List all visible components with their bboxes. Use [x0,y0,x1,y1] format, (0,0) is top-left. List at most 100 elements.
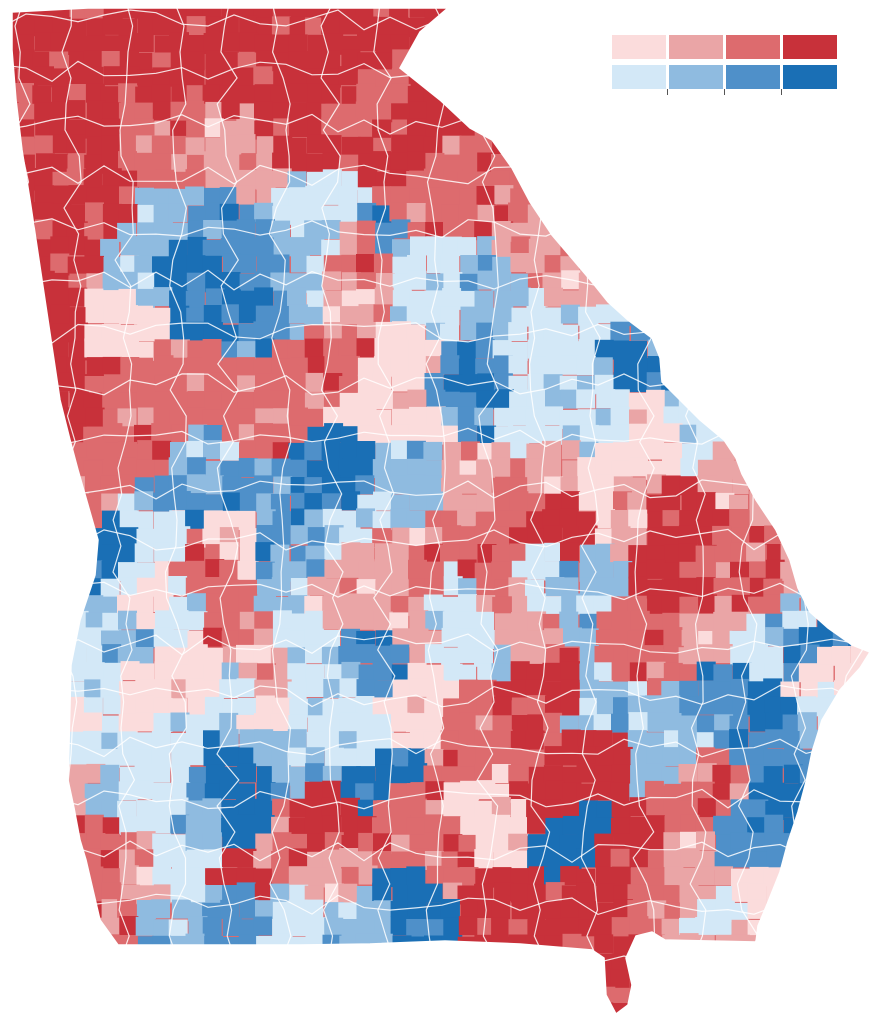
precinct-cell [185,544,204,563]
precinct-cell [561,661,580,680]
precinct-cell [867,356,881,375]
precinct-cell [766,136,785,155]
precinct-cell [783,153,802,172]
precinct-cell [18,508,37,527]
precinct-cell [798,171,817,190]
precinct-cell [511,151,530,170]
precinct-cell [475,1020,494,1024]
precinct-cell [32,459,51,478]
precinct-cell [832,579,851,598]
precinct-cell [16,254,35,273]
precinct-cell [460,781,479,800]
precinct-cell [748,325,767,344]
precinct-cell [51,527,70,546]
precinct-cell [563,970,582,989]
precinct-cell [831,341,850,360]
precinct-cell [697,1018,716,1024]
precinct-cell [510,1002,529,1021]
precinct-cell [391,596,410,615]
precinct-cell [255,834,274,853]
precinct-cell [848,0,867,19]
precinct-cell [33,408,52,427]
precinct-cell [780,593,799,612]
precinct-cell [867,750,881,769]
precinct-cell [866,509,881,528]
precinct-cell [33,357,52,376]
precinct-cell [849,254,868,273]
precinct-cell [594,53,613,72]
precinct-cell [33,885,52,904]
precinct-cell [698,389,717,408]
precinct-cell [1,407,20,426]
precinct-cell [33,698,52,717]
precinct-cell [546,34,565,53]
precinct-cell [612,151,631,170]
precinct-cell [407,203,426,222]
precinct-cell [783,323,802,342]
precinct-cell [18,393,37,412]
precinct-cell [409,985,428,1004]
precinct-cell [458,937,477,956]
precinct-cell [764,289,783,308]
precinct-cell [392,373,411,392]
precinct-cell [563,951,582,970]
precinct-cell [86,408,105,427]
precinct-cell [613,206,632,225]
precinct-cell [815,223,834,242]
precinct-cell [680,425,699,444]
precinct-cell [50,729,69,748]
precinct-cell [134,255,153,274]
precinct-cell [339,66,358,85]
precinct-cell [203,220,222,239]
precinct-cell [782,375,801,394]
precinct-cell [869,169,881,188]
precinct-cell [322,476,341,495]
precinct-cell [49,477,68,496]
precinct-cell [304,203,323,222]
precinct-cell [869,390,881,409]
precinct-cell [561,155,580,174]
precinct-cell [390,986,409,1005]
precinct-cell [240,1018,259,1024]
precinct-cell [664,137,683,156]
precinct-cell [118,985,137,1004]
precinct-cell [613,254,632,273]
precinct-cell [713,442,732,461]
precinct-cell [663,2,682,21]
precinct-cell [85,936,104,955]
precinct-cell [494,730,513,749]
precinct-cell [545,102,564,121]
precinct-cell [833,118,852,137]
precinct-cell [595,646,614,665]
precinct-cell [323,135,342,154]
precinct-cell [459,970,478,989]
precinct-cell [697,899,716,918]
precinct-cell [271,954,290,973]
precinct-cell [631,168,650,187]
precinct-cell [16,850,35,869]
precinct-cell [612,662,631,681]
precinct-cell [68,492,87,511]
precinct-cell [562,918,581,937]
precinct-cell [509,356,528,375]
precinct-cell [782,884,801,903]
precinct-cell [866,274,881,293]
precinct-cell [426,562,445,581]
precinct-cell [15,917,34,936]
precinct-cell [746,457,765,476]
precinct-cell [831,832,850,851]
precinct-cell [732,595,751,614]
precinct-cell [646,390,665,409]
precinct-cell [577,970,596,989]
precinct-cell [851,545,870,564]
precinct-cell [374,917,393,936]
precinct-cell [256,987,275,1006]
precinct-cell [697,237,716,256]
precinct-cell [628,0,647,18]
precinct-cell [508,577,527,596]
precinct-cell [0,341,18,360]
precinct-cell [340,1004,359,1023]
precinct-cell [576,951,595,970]
precinct-cell [357,322,376,341]
precinct-cell [868,155,881,174]
